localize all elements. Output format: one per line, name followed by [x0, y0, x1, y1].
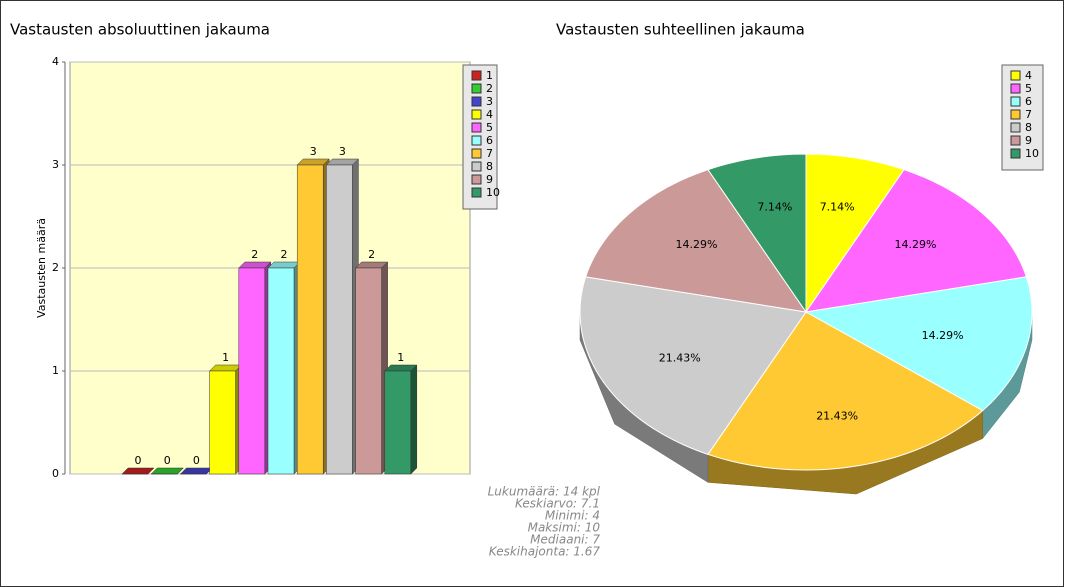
bar — [355, 267, 382, 475]
legend-label: 6 — [1025, 95, 1032, 108]
stat-line: Maksimi: 10 — [528, 521, 601, 535]
legend-swatch — [1010, 109, 1021, 120]
value-label: 1 — [397, 351, 404, 364]
value-label: 2 — [281, 248, 288, 261]
bar — [238, 267, 266, 475]
legend-swatch — [1010, 135, 1021, 146]
y-tick-label: 2 — [52, 261, 59, 274]
legend-label: 7 — [486, 147, 493, 160]
bar — [209, 370, 236, 475]
y-tick-label: 0 — [52, 467, 59, 480]
stat-line: Lukumäärä: 14 kpl — [488, 485, 601, 499]
slice-label: 21.43% — [816, 410, 858, 423]
pie-slice — [805, 153, 905, 314]
stat-line: Keskihajonta: 1.67 — [489, 545, 601, 559]
bar-top — [296, 158, 330, 166]
legend-swatch — [1010, 83, 1021, 94]
legend-label: 5 — [1025, 82, 1032, 95]
stat-line: Minimi: 4 — [545, 509, 600, 523]
legend-label: 9 — [486, 173, 493, 186]
stat-line: Mediaani: 7 — [530, 533, 600, 547]
bar-top — [150, 467, 184, 475]
bar-side — [410, 364, 418, 475]
bar-top — [179, 467, 214, 475]
bar — [267, 267, 295, 475]
bar — [384, 370, 412, 475]
legend-swatch — [471, 148, 482, 159]
legend-swatch — [1010, 70, 1021, 81]
pie-slice — [579, 276, 807, 455]
legend-swatch — [471, 161, 482, 172]
bar-top — [267, 261, 301, 269]
legend-swatch — [471, 70, 482, 81]
legend-swatch — [471, 135, 482, 146]
value-label: 3 — [339, 145, 346, 158]
pie-title: Vastausten suhteellinen jakauma — [556, 21, 805, 39]
slice-label: 14.29% — [922, 329, 964, 342]
legend-swatch — [471, 187, 482, 198]
value-label: 1 — [222, 351, 229, 364]
bar — [296, 164, 324, 475]
slice-label: 21.43% — [659, 352, 701, 365]
slice-label: 14.29% — [675, 238, 717, 251]
legend-swatch — [471, 174, 482, 185]
legend-label: 8 — [1025, 121, 1032, 134]
value-label: 0 — [164, 454, 171, 467]
legend-label: 8 — [486, 160, 493, 173]
stat-line: Keskiarvo: 7.1 — [515, 497, 600, 511]
legend-box — [1001, 64, 1044, 171]
legend-label: 6 — [486, 134, 493, 147]
legend-label: 4 — [1025, 69, 1032, 82]
legend-label: 2 — [486, 82, 493, 95]
value-label: 0 — [135, 454, 142, 467]
legend-label: 10 — [486, 186, 500, 199]
legend-label: 9 — [1025, 134, 1032, 147]
bar-top — [384, 364, 418, 372]
pie-slice — [804, 169, 1027, 313]
legend-swatch — [1010, 148, 1021, 159]
bar — [326, 164, 353, 475]
y-tick-label: 4 — [52, 55, 59, 68]
legend-label: 7 — [1025, 108, 1032, 121]
y-tick-label: 1 — [52, 364, 59, 377]
bar-top — [121, 467, 155, 475]
legend-label: 1 — [486, 69, 493, 82]
slice-label: 14.29% — [895, 238, 937, 251]
legend-swatch — [471, 122, 482, 133]
bar-top — [325, 158, 360, 166]
pie-slice — [707, 311, 984, 471]
legend-label: 5 — [486, 121, 493, 134]
legend-label: 10 — [1025, 147, 1039, 160]
legend-swatch — [1010, 96, 1021, 107]
legend-swatch — [471, 83, 482, 94]
slice-label: 7.14% — [820, 200, 855, 213]
legend-swatch — [471, 109, 482, 120]
value-label: 2 — [251, 248, 258, 261]
bar-top — [354, 261, 389, 269]
y-tick-label: 3 — [52, 158, 59, 171]
slice-label: 7.14% — [757, 200, 792, 213]
value-label: 0 — [193, 454, 200, 467]
legend-label: 4 — [486, 108, 493, 121]
bar-top — [208, 364, 243, 372]
pie-slice — [707, 153, 807, 314]
y-axis-label: Vastausten määrä — [35, 218, 48, 318]
pie-slice — [585, 169, 808, 313]
value-label: 2 — [368, 248, 375, 261]
legend-swatch — [1010, 122, 1021, 133]
legend-label: 3 — [486, 95, 493, 108]
pie-slice — [804, 276, 1033, 412]
bar-title: Vastausten absoluuttinen jakauma — [10, 21, 270, 39]
value-label: 3 — [310, 145, 317, 158]
bar-top — [238, 261, 272, 269]
legend-swatch — [471, 96, 482, 107]
